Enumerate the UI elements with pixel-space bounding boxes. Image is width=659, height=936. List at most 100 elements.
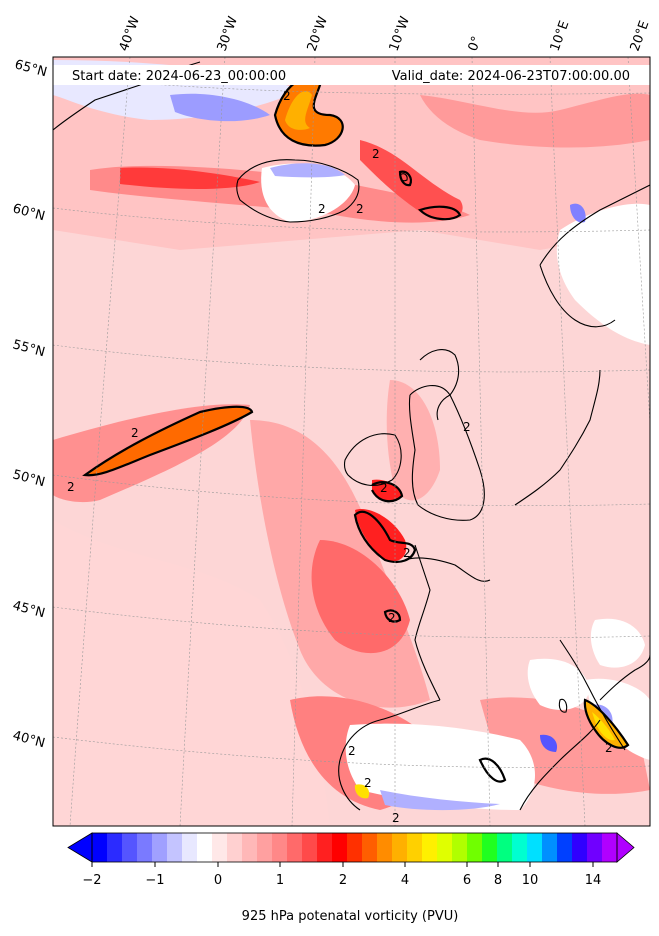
norway-missing bbox=[556, 203, 650, 345]
colorbar-cell bbox=[332, 833, 348, 862]
gridline-40n bbox=[53, 736, 650, 768]
contour-label: 2 bbox=[380, 481, 388, 495]
contour-label: 2 bbox=[364, 776, 372, 790]
contour-label: 2 bbox=[605, 741, 613, 755]
colorbar: −2 −1 0 1 2 4 6 8 10 14 925 hPa potenata… bbox=[67, 832, 635, 924]
contour-label: 2 bbox=[283, 89, 291, 103]
iceland-negative-edge bbox=[270, 163, 345, 178]
contour-label: 2 bbox=[463, 420, 471, 434]
contour-label: 2 bbox=[67, 480, 75, 494]
colorbar-cell bbox=[242, 833, 258, 862]
pv-cores bbox=[85, 78, 628, 799]
contour-label: 2 bbox=[388, 611, 396, 625]
colorbar-cell bbox=[287, 833, 303, 862]
colorbar-cell bbox=[587, 833, 603, 862]
gridline-40w bbox=[69, 57, 131, 826]
pv-high-central bbox=[311, 540, 410, 654]
gridline-0 bbox=[471, 57, 491, 826]
lon-label-30w: 30°W bbox=[215, 14, 241, 53]
colorbar-tick-label: −2 bbox=[82, 873, 101, 888]
colorbar-cell bbox=[557, 833, 573, 862]
map-frame bbox=[52, 56, 651, 827]
contour-labels: 2 2 2 2 2 2 2 2 2 2 2 2 2 2 bbox=[67, 89, 613, 825]
lon-label-20e: 20°E bbox=[628, 19, 653, 54]
valid-date-label: Valid_date: 2024-06-23T07:00:00.00 bbox=[392, 69, 630, 84]
contour-adriatic bbox=[583, 698, 630, 749]
colorbar-frame bbox=[91, 832, 618, 863]
contour-biscay-small bbox=[383, 609, 402, 623]
lon-label-40w: 40°W bbox=[117, 14, 143, 53]
colorbar-tick-label: 0 bbox=[214, 873, 222, 888]
colorbar-cell bbox=[272, 833, 288, 862]
pv-pale-southwest bbox=[53, 520, 330, 826]
colorbar-cell bbox=[422, 833, 438, 862]
lat-label-45n: 45°N bbox=[11, 598, 47, 621]
latitude-labels: 65°N 60°N 55°N 50°N 45°N 40°N bbox=[11, 57, 49, 751]
italy-missing bbox=[527, 658, 590, 710]
core-iceland-swirl-inner bbox=[285, 91, 312, 130]
coast-norway bbox=[539, 184, 650, 328]
coast-brittany bbox=[404, 557, 491, 582]
colorbar-cell bbox=[512, 833, 528, 862]
gridline-55n bbox=[53, 344, 650, 373]
coast-faroes bbox=[399, 173, 408, 182]
contour-uk bbox=[371, 481, 404, 503]
lon-label-0: 0° bbox=[466, 34, 485, 53]
core-iberia-yellow bbox=[354, 784, 370, 799]
colorbar-cell bbox=[197, 833, 213, 862]
header-strip bbox=[53, 65, 650, 85]
colorbar-cell bbox=[392, 833, 408, 862]
colorbar-tick-label: 4 bbox=[401, 873, 409, 888]
map-panel: 2 2 2 2 2 2 2 2 2 2 2 2 2 2 Start date: … bbox=[53, 57, 650, 826]
colorbar-tick-label: 14 bbox=[585, 873, 602, 888]
colorbar-cell bbox=[107, 833, 123, 862]
colorbar-tick-label: 6 bbox=[463, 873, 471, 888]
lat-label-50n: 50°N bbox=[11, 467, 47, 490]
colorbar-ticks bbox=[91, 862, 594, 867]
colorbar-tick-label: 1 bbox=[276, 873, 284, 888]
colorbar-extend-max bbox=[616, 832, 635, 863]
colorbar-cell bbox=[602, 833, 618, 862]
lon-label-20w: 20°W bbox=[305, 14, 331, 53]
coast-iberia-north bbox=[338, 699, 441, 811]
core-adriatic bbox=[584, 700, 628, 748]
coastlines bbox=[53, 61, 650, 811]
coast-italy bbox=[559, 639, 626, 751]
colorbar-cell bbox=[317, 833, 333, 862]
start-date-label: Start date: 2024-06-23_00:00:00 bbox=[72, 69, 286, 84]
colorbar-cell bbox=[167, 833, 183, 862]
colorbar-cell bbox=[122, 833, 138, 862]
gridline-20w bbox=[291, 57, 316, 826]
lon-label-10e: 10°E bbox=[548, 19, 573, 54]
longitude-labels: 40°W 30°W 20°W 10°W 0° 10°E 20°E bbox=[117, 14, 653, 53]
contour-label: 2 bbox=[348, 744, 356, 758]
colorbar-cell bbox=[437, 833, 453, 862]
core-biscay bbox=[355, 509, 407, 562]
colorbar-cell bbox=[137, 833, 153, 862]
colorbar-tick-label: 2 bbox=[339, 873, 347, 888]
core-adriatic-inner bbox=[592, 712, 615, 741]
gridline-10e bbox=[549, 57, 586, 826]
colorbar-cell bbox=[347, 833, 363, 862]
colorbar-cell bbox=[542, 833, 558, 862]
gridline-30w bbox=[179, 57, 226, 826]
iberia-negative-edge bbox=[380, 790, 500, 811]
graticule bbox=[53, 57, 650, 826]
coast-france-atlantic bbox=[414, 544, 441, 701]
lat-label-55n: 55°N bbox=[11, 337, 47, 360]
colorbar-cell bbox=[377, 833, 393, 862]
gridline-60n bbox=[53, 207, 650, 233]
coast-scotland bbox=[419, 349, 460, 421]
colorbar-cell bbox=[467, 833, 483, 862]
colorbar-cells bbox=[92, 833, 618, 862]
colorbar-cell bbox=[452, 833, 468, 862]
contour-label: 2 bbox=[403, 546, 411, 560]
contour-label: 2 bbox=[392, 811, 400, 825]
colorbar-cell bbox=[182, 833, 198, 862]
coast-ireland bbox=[343, 433, 402, 486]
colorbar-tick-label: −1 bbox=[145, 873, 164, 888]
colorbar-cell bbox=[92, 833, 108, 862]
contour-biscay bbox=[353, 510, 417, 564]
coast-med bbox=[519, 654, 650, 811]
